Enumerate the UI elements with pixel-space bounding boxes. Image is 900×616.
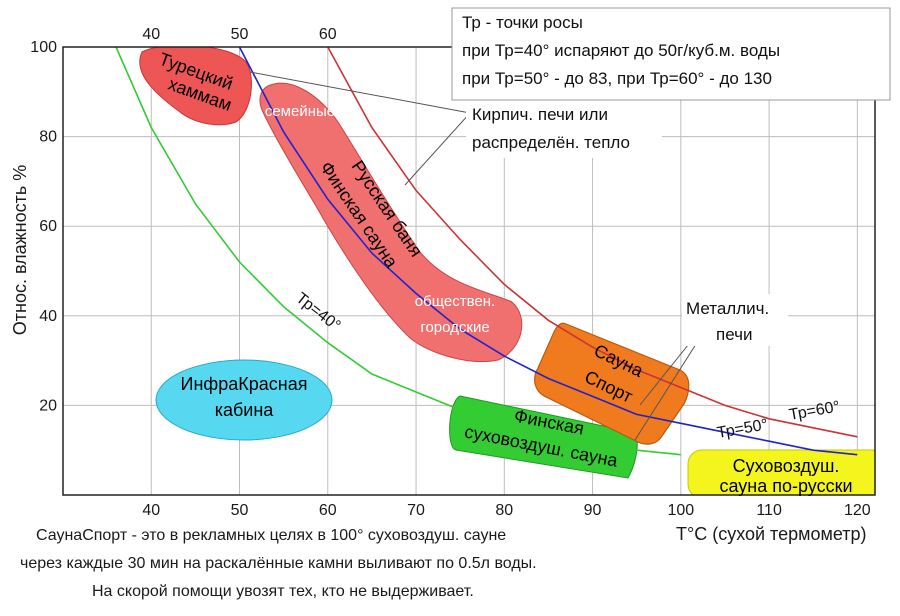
x-tick-120: 120 [844,502,871,519]
x-tick-top-60: 60 [319,26,337,43]
label-semeinye: семейные [265,103,335,120]
y-tick-100: 100 [30,39,57,56]
series-line-1 [238,47,858,456]
label-russian-dry-1: Суховоздуш. [733,456,840,476]
y-tick-20: 20 [39,397,57,414]
pointer-kirpich-1 [249,71,471,114]
region-russian-finnish [259,82,523,363]
x-axis-title: T°С (сухой термометр) [676,524,867,544]
annotation-metallich-2: печи [716,325,752,344]
legend-line-2: при Тр=40° испаряют до 50г/куб.м. воды [462,41,780,60]
axis-ticks: 40 50 60 70 80 90 100 110 120 40 50 60 20 40 60 80 100 [30,26,870,519]
x-tick-80: 80 [495,502,513,519]
region-infrared [155,359,333,441]
x-tick-top-50: 50 [231,26,249,43]
legend: Тр - точки росы при Тр=40° испаряют до 5… [451,7,891,101]
x-tick-90: 90 [584,502,602,519]
metal-box [682,294,788,346]
annotations: Кирпич. печи или распределён. тепло Мета… [466,96,788,346]
y-tick-40: 40 [39,308,57,325]
kirpich-box [466,96,662,158]
legend-box [451,7,891,101]
series-line-0 [115,47,681,456]
footnote-line-3: На скорой помощи увозят тех, кто не выде… [92,583,474,600]
y-tick-80: 80 [39,129,57,146]
legend-line-3: при Тр=50° - до 83, при Тр=60° - до 130 [462,69,772,88]
label-infrared-2: кабина [215,400,275,420]
y-axis-title: Относ. влажность % [10,165,30,335]
pointer-metal-2 [634,329,706,441]
x-tick-50: 50 [231,502,249,519]
footnote-line-1: СаунаСпорт - это в рекламных целях в 100… [36,527,506,544]
label-obshchestven-1: обществен. [415,293,495,310]
x-tick-110: 110 [756,502,782,519]
footnote: СаунаСпорт - это в рекламных целях в 100… [20,527,537,600]
annotation-kirpich-2: распределён. тепло [472,133,630,152]
series-line-2 [327,47,858,438]
regions [139,47,875,495]
x-tick-70: 70 [407,502,425,519]
region-labels: Турецкий хаммам семейные Русская баня Фи… [156,49,852,496]
y-tick-60: 60 [39,218,57,235]
legend-line-1: Тр - точки росы [462,13,583,32]
annotation-metallich-1: Металлич. [686,299,769,318]
annotation-pointers [249,71,706,441]
x-tick-100: 100 [667,502,694,519]
x-tick-40: 40 [142,502,160,519]
x-tick-top-40: 40 [142,26,160,43]
region-russian-dry [687,449,875,495]
label-russian-dry-2: сауна по-русски [719,476,852,496]
annotation-kirpich-1: Кирпич. печи или [472,105,608,124]
label-obshchestven-2: городские [420,319,489,336]
dew-point-curves [115,47,858,456]
footnote-line-2: через каждые 30 мин на раскалённые камни… [20,555,537,572]
pointer-kirpich-2 [404,112,471,186]
x-tick-60: 60 [319,502,337,519]
label-infrared-1: ИнфраКрасная [181,374,308,394]
